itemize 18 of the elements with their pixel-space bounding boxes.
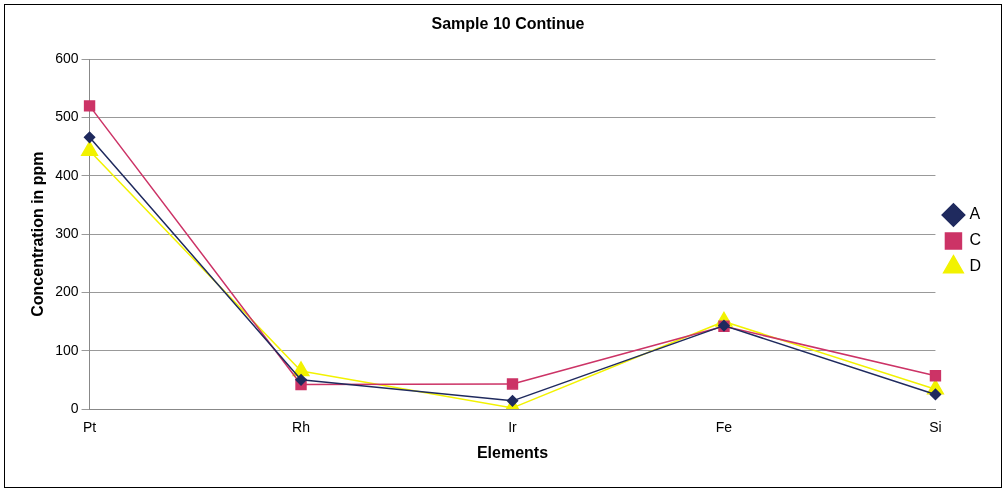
x-axis-title: Elements (476, 443, 549, 461)
y-tick-label: 200 (55, 283, 79, 300)
chart-title: Sample 10 Continue (431, 15, 585, 33)
x-tick-label: Fe (715, 419, 733, 436)
y-tick-label: 100 (55, 341, 79, 358)
legend-label: C (969, 231, 982, 249)
y-tick-label: 600 (55, 50, 79, 67)
legend-label: D (969, 257, 982, 275)
y-tick-label: 300 (55, 224, 79, 241)
y-tick-label: 0 (70, 399, 79, 416)
x-tick-label: Pt (82, 419, 97, 436)
x-tick-label: Si (929, 419, 942, 436)
legend-label: A (969, 205, 981, 223)
x-tick-label: Rh (292, 419, 310, 436)
y-tick-label: 400 (55, 166, 79, 183)
x-tick-label: Ir (508, 419, 518, 436)
y-tick-label: 500 (55, 108, 79, 125)
y-axis-title: Concentration in ppm (29, 151, 47, 317)
